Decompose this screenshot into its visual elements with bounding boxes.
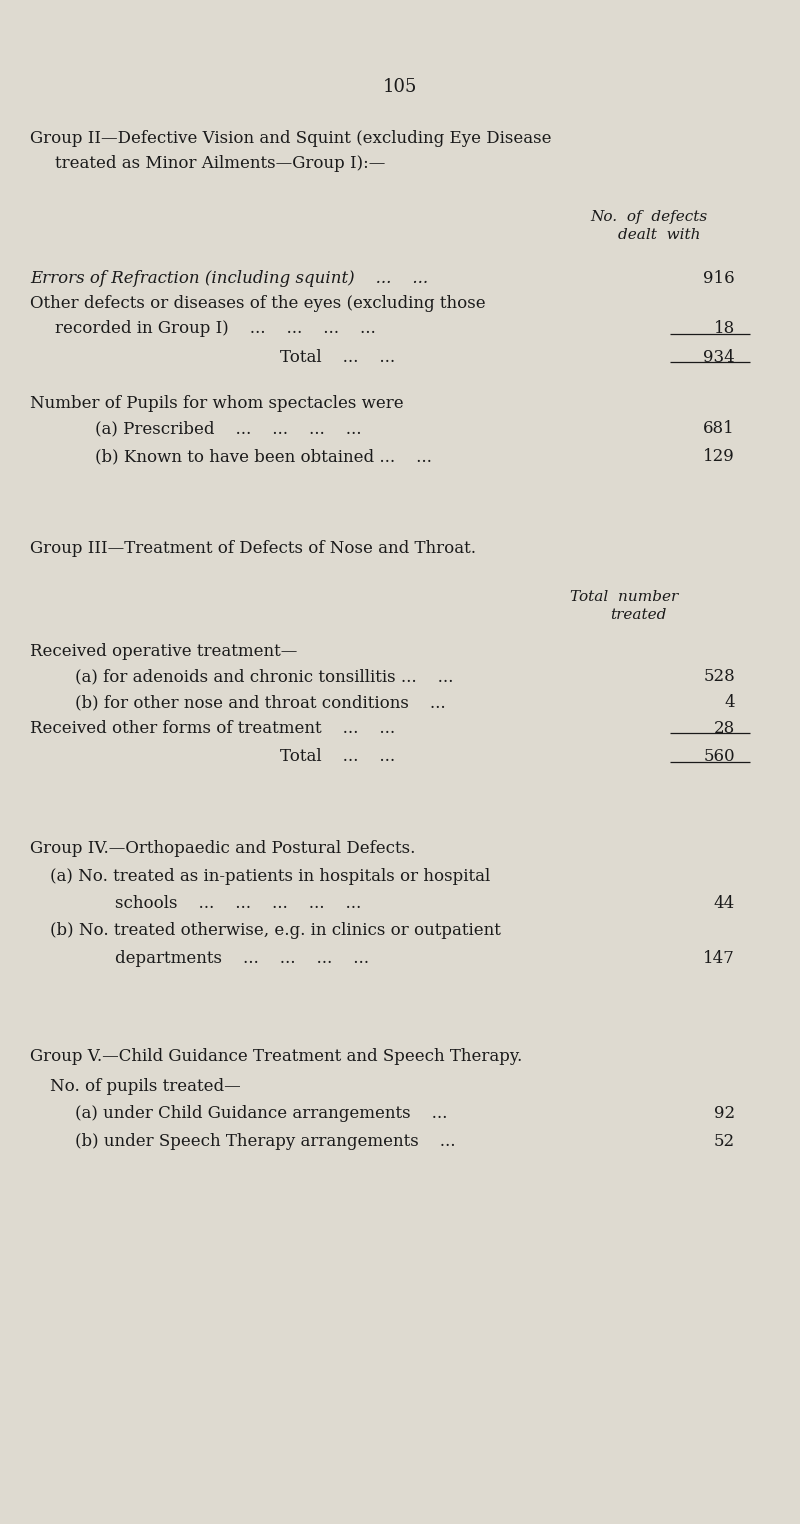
Text: 28: 28 [714,719,735,738]
Text: 92: 92 [714,1105,735,1122]
Text: No. of pupils treated—: No. of pupils treated— [50,1077,241,1096]
Text: 44: 44 [714,895,735,911]
Text: Number of Pupils for whom spectacles were: Number of Pupils for whom spectacles wer… [30,395,404,411]
Text: 4: 4 [724,693,735,712]
Text: (b) for other nose and throat conditions    ...: (b) for other nose and throat conditions… [75,693,446,712]
Text: Group III—Treatment of Defects of Nose and Throat.: Group III—Treatment of Defects of Nose a… [30,539,476,556]
Text: 681: 681 [703,421,735,437]
Text: (a) under Child Guidance arrangements    ...: (a) under Child Guidance arrangements ..… [75,1105,447,1122]
Text: treated as Minor Ailments—Group I):—: treated as Minor Ailments—Group I):— [55,155,386,172]
Text: (b) under Speech Therapy arrangements    ...: (b) under Speech Therapy arrangements ..… [75,1132,455,1151]
Text: No.  of  defects: No. of defects [590,210,707,224]
Text: 528: 528 [703,668,735,684]
Text: Total    ...    ...: Total ... ... [280,748,395,765]
Text: Errors of Refraction (including squint)    ...    ...: Errors of Refraction (including squint) … [30,270,428,287]
Text: (a) for adenoids and chronic tonsillitis ...    ...: (a) for adenoids and chronic tonsillitis… [75,668,454,684]
Text: 147: 147 [703,949,735,968]
Text: schools    ...    ...    ...    ...    ...: schools ... ... ... ... ... [115,895,362,911]
Text: treated: treated [610,608,666,622]
Text: recorded in Group I)    ...    ...    ...    ...: recorded in Group I) ... ... ... ... [55,320,376,337]
Text: 560: 560 [703,748,735,765]
Text: (a) No. treated as in-patients in hospitals or hospital: (a) No. treated as in-patients in hospit… [50,869,490,885]
Text: departments    ...    ...    ...    ...: departments ... ... ... ... [115,949,369,968]
Text: Total    ...    ...: Total ... ... [280,349,395,366]
Text: (a) Prescribed    ...    ...    ...    ...: (a) Prescribed ... ... ... ... [95,421,362,437]
Text: 129: 129 [703,448,735,465]
Text: Received operative treatment—: Received operative treatment— [30,643,298,660]
Text: Group V.—Child Guidance Treatment and Speech Therapy.: Group V.—Child Guidance Treatment and Sp… [30,1049,522,1065]
Text: Group II—Defective Vision and Squint (excluding Eye Disease: Group II—Defective Vision and Squint (ex… [30,130,551,146]
Text: dealt  with: dealt with [618,229,701,242]
Text: Other defects or diseases of the eyes (excluding those: Other defects or diseases of the eyes (e… [30,296,486,312]
Text: 934: 934 [703,349,735,366]
Text: (b) Known to have been obtained ...    ...: (b) Known to have been obtained ... ... [95,448,432,465]
Text: 916: 916 [703,270,735,287]
Text: (b) No. treated otherwise, e.g. in clinics or outpatient: (b) No. treated otherwise, e.g. in clini… [50,922,501,939]
Text: Total  number: Total number [570,590,678,604]
Text: Received other forms of treatment    ...    ...: Received other forms of treatment ... ..… [30,719,395,738]
Text: 18: 18 [714,320,735,337]
Text: Group IV.—Orthopaedic and Postural Defects.: Group IV.—Orthopaedic and Postural Defec… [30,840,415,856]
Text: 52: 52 [714,1132,735,1151]
Text: 105: 105 [383,78,417,96]
